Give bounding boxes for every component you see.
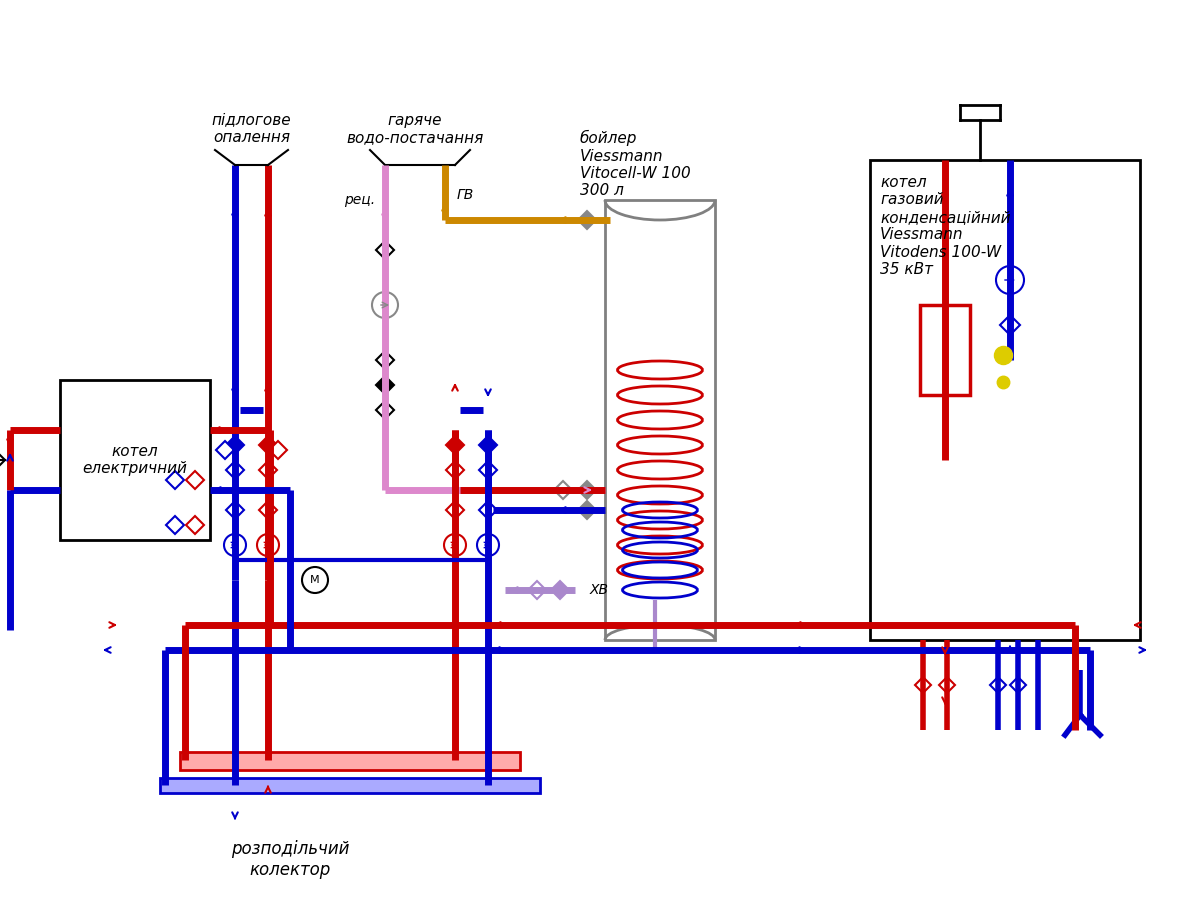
Text: котел
електричний: котел електричний: [83, 444, 187, 476]
Polygon shape: [528, 581, 546, 599]
Polygon shape: [479, 436, 497, 454]
Polygon shape: [554, 481, 572, 499]
Polygon shape: [259, 436, 277, 454]
Text: ХВ: ХВ: [590, 583, 610, 597]
Polygon shape: [1000, 315, 1020, 335]
Polygon shape: [166, 471, 184, 489]
Polygon shape: [259, 501, 277, 519]
Bar: [60, 380, 210, 540]
Polygon shape: [578, 481, 596, 499]
Bar: [180, 752, 520, 770]
Polygon shape: [916, 677, 931, 693]
Polygon shape: [551, 581, 569, 599]
Text: бойлер
Viessmann
Vitocell-W 100
300 л: бойлер Viessmann Vitocell-W 100 300 л: [580, 130, 691, 199]
Polygon shape: [226, 436, 244, 454]
Polygon shape: [376, 241, 394, 259]
Bar: [605, 200, 715, 640]
Polygon shape: [226, 461, 244, 479]
Polygon shape: [1010, 677, 1026, 693]
Polygon shape: [578, 211, 596, 229]
Text: рец.: рец.: [344, 193, 374, 207]
Polygon shape: [269, 441, 287, 459]
Bar: [870, 160, 1140, 640]
Text: ГВ: ГВ: [457, 188, 474, 202]
Polygon shape: [166, 516, 184, 534]
Bar: [920, 305, 970, 395]
Polygon shape: [446, 501, 464, 519]
Text: розподільчий
колектор: розподільчий колектор: [230, 840, 349, 879]
Text: гаряче
водо-постачання: гаряче водо-постачання: [347, 113, 484, 145]
Polygon shape: [376, 351, 394, 369]
Bar: [160, 778, 540, 793]
Polygon shape: [376, 401, 394, 419]
Polygon shape: [259, 461, 277, 479]
Polygon shape: [226, 501, 244, 519]
Text: M: M: [310, 575, 320, 585]
Polygon shape: [376, 376, 394, 394]
Polygon shape: [186, 516, 204, 534]
Polygon shape: [940, 677, 955, 693]
Polygon shape: [186, 471, 204, 489]
Polygon shape: [578, 501, 596, 519]
Polygon shape: [446, 461, 464, 479]
Polygon shape: [479, 501, 497, 519]
Text: котел
газовий
конденсаційний
Viessmann
Vitodens 100-W
35 кВт: котел газовий конденсаційний Viessmann V…: [880, 175, 1010, 277]
Polygon shape: [0, 445, 5, 475]
Text: підлогове
опалення: підлогове опалення: [211, 113, 292, 145]
Polygon shape: [216, 441, 234, 459]
Polygon shape: [446, 436, 464, 454]
Polygon shape: [990, 677, 1006, 693]
Polygon shape: [479, 461, 497, 479]
